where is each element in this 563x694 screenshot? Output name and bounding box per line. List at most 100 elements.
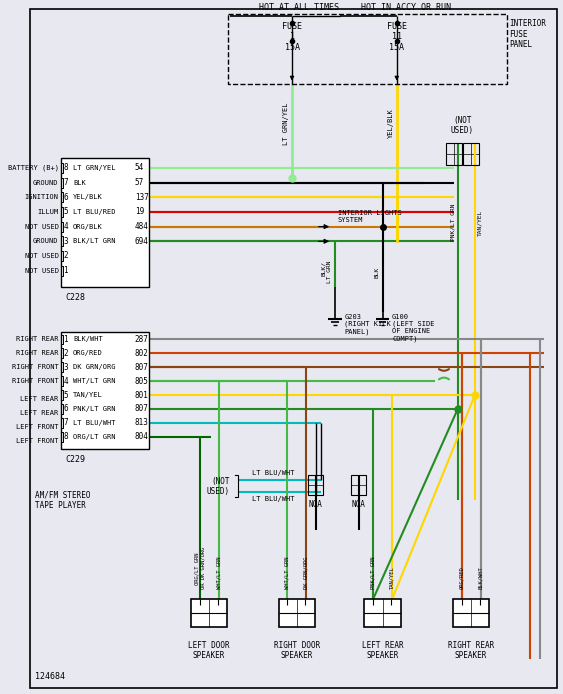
- Bar: [60, 332, 149, 448]
- Text: HOT AT ALL TIMES: HOT AT ALL TIMES: [258, 3, 339, 12]
- Text: PNK/LT GRN: PNK/LT GRN: [73, 406, 115, 412]
- Text: 5: 5: [64, 391, 68, 400]
- Text: LEFT FRONT: LEFT FRONT: [16, 424, 59, 430]
- Text: 124684: 124684: [35, 672, 65, 681]
- Text: WHT/LT GRN: WHT/LT GRN: [73, 378, 115, 384]
- Text: 694: 694: [135, 237, 149, 246]
- Text: DK GRN/ORG: DK GRN/ORG: [304, 557, 309, 589]
- Text: BLK/LT GRN: BLK/LT GRN: [73, 238, 115, 244]
- Text: 804: 804: [135, 432, 149, 441]
- Bar: [60, 158, 149, 287]
- Text: 807: 807: [135, 405, 149, 414]
- Text: 2: 2: [64, 251, 68, 260]
- Text: BLK/WHT: BLK/WHT: [73, 337, 102, 343]
- Text: 4: 4: [64, 222, 68, 231]
- Text: 5: 5: [64, 208, 68, 217]
- Text: TAN/YEL: TAN/YEL: [390, 567, 395, 589]
- Text: GROUND: GROUND: [33, 180, 59, 185]
- Text: 484: 484: [135, 222, 149, 231]
- Text: 7: 7: [64, 178, 68, 187]
- Text: BATTERY (B+): BATTERY (B+): [8, 164, 59, 171]
- Text: INTERIOR
FUSE
PANEL: INTERIOR FUSE PANEL: [509, 19, 546, 49]
- Text: 57: 57: [135, 178, 144, 187]
- Text: LEFT FRONT: LEFT FRONT: [16, 438, 59, 443]
- Text: LEFT REAR: LEFT REAR: [20, 396, 59, 402]
- Text: YEL/BLK: YEL/BLK: [73, 194, 102, 201]
- Text: LEFT DOOR
SPEAKER: LEFT DOOR SPEAKER: [188, 641, 230, 661]
- Text: 7: 7: [64, 418, 68, 428]
- Text: 4: 4: [64, 377, 68, 386]
- Text: GROUND: GROUND: [33, 238, 59, 244]
- Bar: [351, 475, 367, 496]
- Text: G203
(RIGHT KICK
PANEL): G203 (RIGHT KICK PANEL): [345, 314, 391, 335]
- Text: RIGHT REAR: RIGHT REAR: [16, 350, 59, 357]
- Text: LT GRN/YEL: LT GRN/YEL: [283, 102, 289, 144]
- Text: NCA: NCA: [352, 500, 365, 509]
- Text: 1: 1: [64, 266, 68, 275]
- Text: 6: 6: [64, 193, 68, 202]
- Text: NOT USED: NOT USED: [25, 268, 59, 273]
- Text: HOT IN ACCY OR RUN: HOT IN ACCY OR RUN: [361, 3, 452, 12]
- Text: RIGHT FRONT: RIGHT FRONT: [12, 378, 59, 384]
- Text: LEFT REAR: LEFT REAR: [20, 410, 59, 416]
- Text: FUSE
11
15A: FUSE 11 15A: [387, 22, 407, 52]
- Text: 287: 287: [135, 335, 149, 344]
- Text: NCA: NCA: [309, 500, 323, 509]
- Text: 3: 3: [64, 237, 68, 246]
- Bar: [446, 143, 462, 165]
- Text: 805: 805: [135, 377, 149, 386]
- Text: 19: 19: [135, 208, 144, 217]
- Text: LT BLU/WHT: LT BLU/WHT: [252, 496, 294, 502]
- Text: 3: 3: [64, 363, 68, 372]
- Text: TAN/YEL: TAN/YEL: [477, 210, 482, 235]
- Text: 2: 2: [64, 349, 68, 358]
- Text: 8: 8: [64, 432, 68, 441]
- Text: PNK/LT GRN: PNK/LT GRN: [451, 204, 456, 242]
- Text: 1: 1: [64, 335, 68, 344]
- Text: 807: 807: [135, 363, 149, 372]
- Bar: [191, 600, 227, 627]
- Text: 801: 801: [135, 391, 149, 400]
- Text: ILLUM: ILLUM: [37, 209, 59, 215]
- Text: ORG/BLK: ORG/BLK: [73, 223, 102, 230]
- Text: 813: 813: [135, 418, 149, 428]
- Text: RIGHT REAR
SPEAKER: RIGHT REAR SPEAKER: [448, 641, 494, 661]
- Text: LEFT REAR
SPEAKER: LEFT REAR SPEAKER: [361, 641, 403, 661]
- Text: INTERIOR LIGHTS
SYSTEM: INTERIOR LIGHTS SYSTEM: [338, 210, 401, 223]
- Bar: [463, 143, 479, 165]
- Text: BLK/WHT: BLK/WHT: [478, 567, 483, 589]
- Text: G100
(LEFT SIDE
OF ENGINE
COMPT): G100 (LEFT SIDE OF ENGINE COMPT): [392, 314, 435, 341]
- Text: WHT/LT GRN: WHT/LT GRN: [216, 557, 221, 589]
- Text: BLK: BLK: [374, 266, 379, 278]
- Text: (NOT
USED): (NOT USED): [451, 116, 474, 135]
- Text: (NOT
USED): (NOT USED): [207, 477, 230, 496]
- Text: FUSE
1
15A: FUSE 1 15A: [282, 22, 302, 52]
- Text: YEL/BLK: YEL/BLK: [388, 108, 394, 138]
- Text: 54: 54: [135, 163, 144, 172]
- Text: LT BLU/WHT: LT BLU/WHT: [252, 471, 294, 476]
- Text: ORG/LT GRN
OR DK GRN/ORG: ORG/LT GRN OR DK GRN/ORG: [194, 547, 205, 589]
- Text: 6: 6: [64, 405, 68, 414]
- Text: TAN/YEL: TAN/YEL: [73, 392, 102, 398]
- Text: BLK/
LT GRN: BLK/ LT GRN: [321, 261, 332, 283]
- Bar: [364, 600, 401, 627]
- Bar: [279, 600, 315, 627]
- Text: 802: 802: [135, 349, 149, 358]
- Text: ORG/RED: ORG/RED: [73, 350, 102, 357]
- Text: PNK/LT GRN: PNK/LT GRN: [370, 557, 376, 589]
- Text: ORG/LT GRN: ORG/LT GRN: [73, 434, 115, 440]
- Bar: [453, 600, 489, 627]
- Bar: [308, 475, 324, 496]
- Text: C229: C229: [65, 455, 85, 464]
- Text: WHT/LT GRN: WHT/LT GRN: [285, 557, 290, 589]
- Text: NOT USED: NOT USED: [25, 223, 59, 230]
- Text: C228: C228: [65, 293, 85, 302]
- Text: NOT USED: NOT USED: [25, 253, 59, 259]
- Text: 137: 137: [135, 193, 149, 202]
- Text: RIGHT REAR: RIGHT REAR: [16, 337, 59, 343]
- Text: IGNITION: IGNITION: [25, 194, 59, 201]
- Text: ORG/RED: ORG/RED: [459, 567, 464, 589]
- Text: RIGHT DOOR
SPEAKER: RIGHT DOOR SPEAKER: [274, 641, 320, 661]
- Text: BLK: BLK: [73, 180, 86, 185]
- Text: LT BLU/WHT: LT BLU/WHT: [73, 420, 115, 426]
